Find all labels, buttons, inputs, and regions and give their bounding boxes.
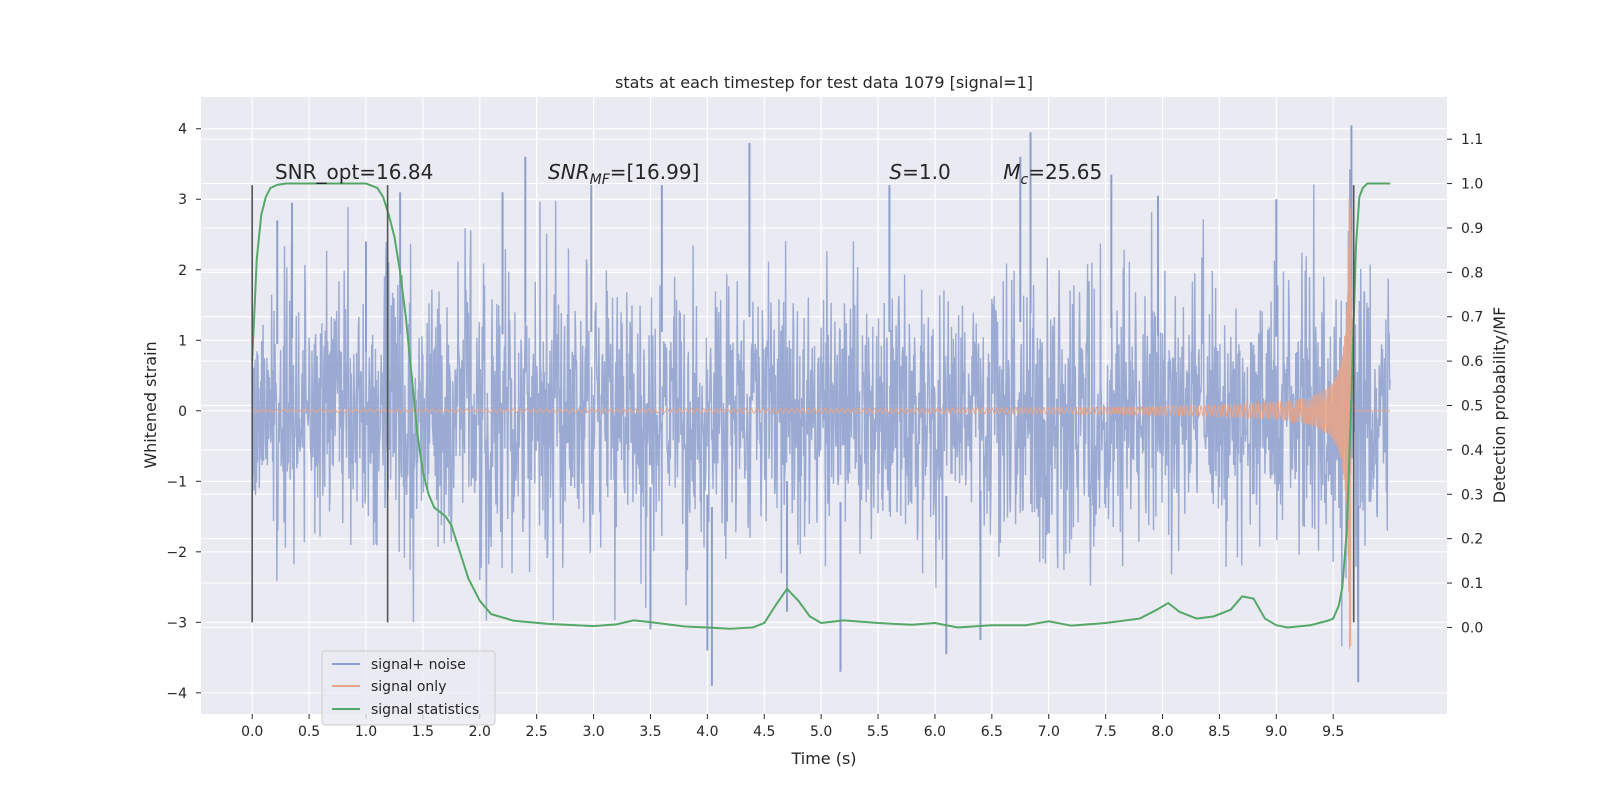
y2-tick-label: 0.8 xyxy=(1461,265,1483,281)
y2-tick-label: 0.9 xyxy=(1461,221,1483,237)
series-signal-statistics-line xyxy=(251,182,1391,630)
y2-tick-label: 0.0 xyxy=(1461,620,1483,636)
y-tick-label: 4 xyxy=(178,122,187,138)
x-tick-label: 2.0 xyxy=(469,724,491,740)
x-tick-label: 6.5 xyxy=(981,724,1003,740)
series-layer xyxy=(251,125,1391,686)
y2-tick-label: 0.4 xyxy=(1461,443,1483,459)
y-tick-label: −3 xyxy=(166,615,187,631)
x-tick-label: 3.0 xyxy=(582,724,604,740)
y2-tick-label: 0.6 xyxy=(1461,354,1483,370)
y-tick-label: −4 xyxy=(166,686,187,702)
y2-tick-label: 0.2 xyxy=(1461,532,1483,548)
x-tick-label: 0.5 xyxy=(298,724,320,740)
x-tick-label: 6.0 xyxy=(924,724,946,740)
y2-tick-label: 1.1 xyxy=(1461,132,1483,148)
y2-axis-ticks: 0.0 0.1 0.2 0.3 0.4 0.5 0.6 0.7 0.8 0.9 1.0 1.1 xyxy=(1447,132,1483,636)
y-tick-label: −1 xyxy=(166,474,187,490)
legend-label-signal-noise: signal+ noise xyxy=(371,657,466,673)
chart-title: stats at each timestep for test data 107… xyxy=(615,73,1033,92)
x-tick-label: 7.0 xyxy=(1038,724,1060,740)
y-tick-label: 2 xyxy=(178,263,187,279)
x-tick-label: 9.0 xyxy=(1265,724,1287,740)
series-signal-only-line xyxy=(251,197,1391,649)
x-tick-label: 1.5 xyxy=(412,724,434,740)
x-tick-label: 8.0 xyxy=(1151,724,1173,740)
x-tick-label: 4.0 xyxy=(696,724,718,740)
annotation-text: SNRMF=[16.99] xyxy=(548,160,699,188)
y-tick-label: 1 xyxy=(178,333,187,349)
y2-tick-label: 0.5 xyxy=(1461,399,1483,415)
y2-tick-label: 0.3 xyxy=(1461,487,1483,503)
y2-axis-label: Detection probability/MF xyxy=(1490,307,1509,504)
y2-tick-label: 1.0 xyxy=(1461,177,1483,193)
annotations: SNR_opt=16.84 SNRMF=[16.99] S=1.0 Mc=25.65 xyxy=(275,160,1102,188)
y-tick-label: 0 xyxy=(178,404,187,420)
y2-tick-label: 0.7 xyxy=(1461,310,1483,326)
x-tick-label: 1.0 xyxy=(355,724,377,740)
y-axis-label: Whitened strain xyxy=(141,341,160,468)
vertical-markers xyxy=(251,185,1355,623)
x-tick-label: 8.5 xyxy=(1208,724,1230,740)
annotation-text: Mc=25.65 xyxy=(1003,160,1102,188)
x-tick-label: 5.0 xyxy=(810,724,832,740)
x-tick-label: 0.0 xyxy=(241,724,263,740)
y-tick-label: 3 xyxy=(178,192,187,208)
x-tick-label: 3.5 xyxy=(639,724,661,740)
x-axis-label: Time (s) xyxy=(790,749,856,768)
y-axis-ticks: −4 −3 −2 −1 0 1 2 3 4 xyxy=(166,122,201,702)
x-tick-label: 2.5 xyxy=(526,724,548,740)
y-tick-label: −2 xyxy=(166,545,187,561)
legend: signal+ noise signal only signal statist… xyxy=(321,650,496,726)
annotation-text: S=1.0 xyxy=(889,160,950,184)
x-tick-label: 7.5 xyxy=(1094,724,1116,740)
legend-label-signal-only: signal only xyxy=(371,679,446,695)
annotation-text: SNR_opt=16.84 xyxy=(275,160,433,184)
legend-box xyxy=(321,650,496,726)
legend-label-signal-statistics: signal statistics xyxy=(371,702,479,718)
x-axis-ticks: 0.0 0.5 1.0 1.5 2.0 2.5 3.0 3.5 4.0 4.5 5.0 5.5 6.0 6… xyxy=(241,714,1344,740)
x-tick-label: 5.5 xyxy=(867,724,889,740)
x-tick-label: 9.5 xyxy=(1322,724,1344,740)
series-signal-noise-line xyxy=(251,169,1391,647)
y2-tick-label: 0.1 xyxy=(1461,576,1483,592)
x-tick-label: 4.5 xyxy=(753,724,775,740)
